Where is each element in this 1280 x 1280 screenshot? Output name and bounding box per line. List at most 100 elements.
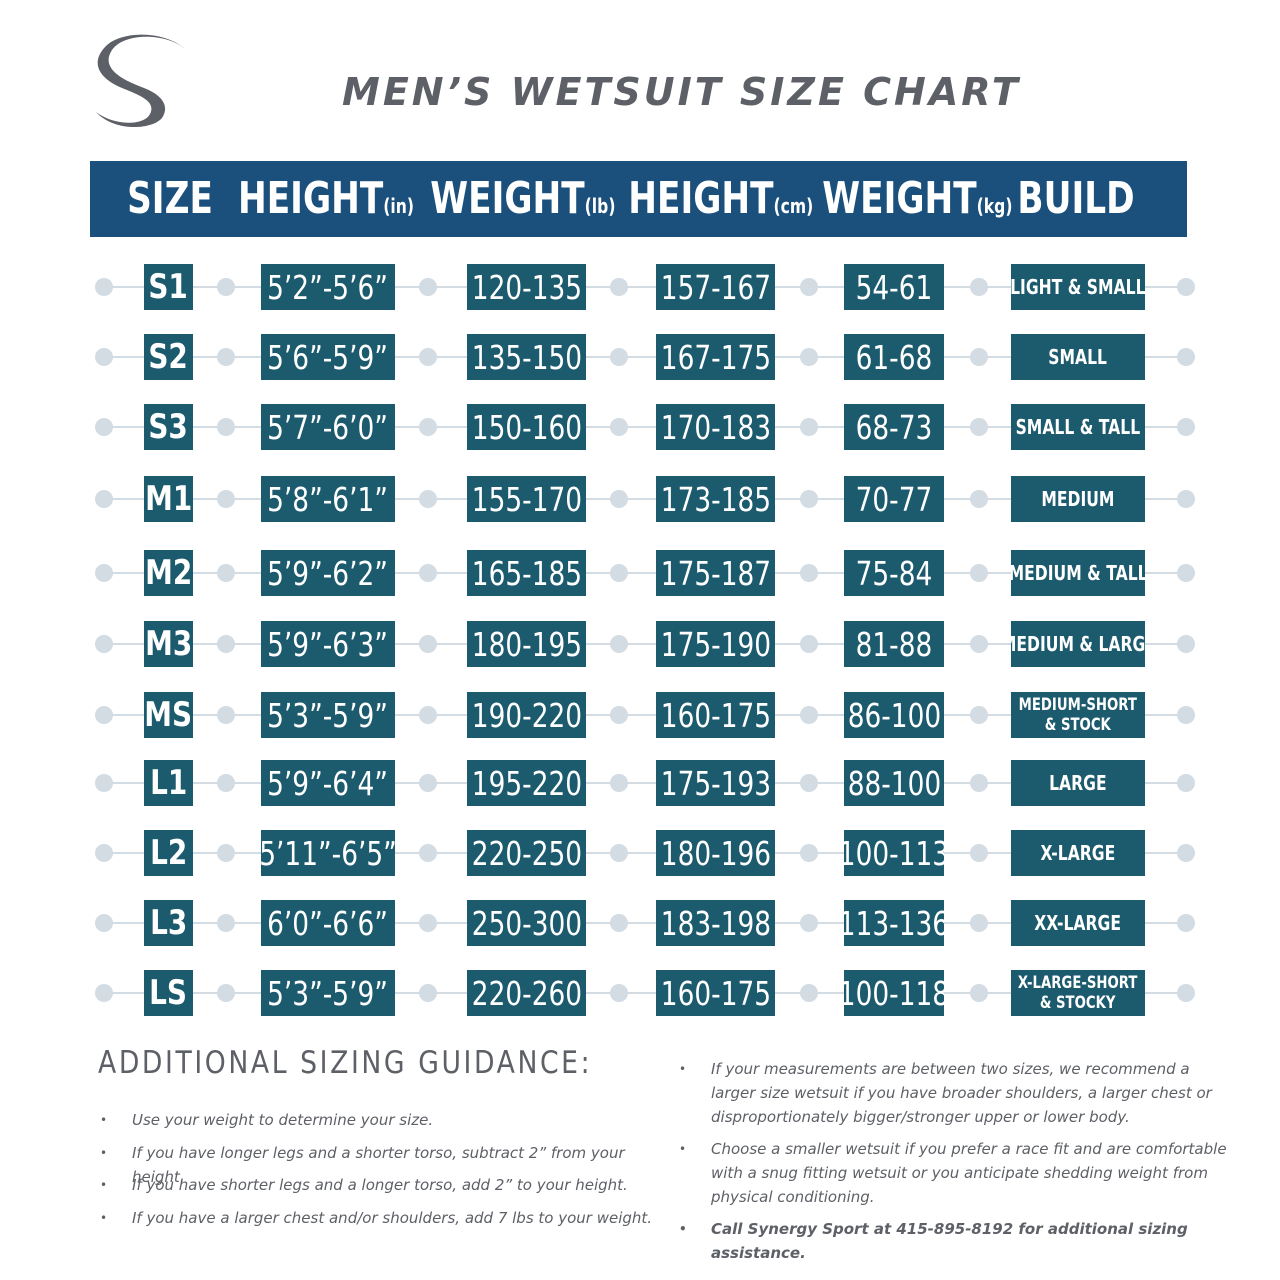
connector-dot xyxy=(800,774,818,792)
cell-text: 5’11”-6’5” xyxy=(261,833,395,873)
cell-text: MS xyxy=(144,695,193,735)
connector-dot xyxy=(800,844,818,862)
connector-dot xyxy=(800,418,818,436)
guidance-text: If you have shorter legs and a longer to… xyxy=(132,1176,628,1194)
cell-text: 190-220 xyxy=(471,695,582,735)
build-line: & STOCK xyxy=(1044,715,1112,735)
connector-dot xyxy=(419,984,437,1002)
cell-text: S2 xyxy=(148,337,189,377)
column-header-label: WEIGHT xyxy=(822,173,977,224)
guidance-text: Use your weight to determine your size. xyxy=(132,1111,434,1129)
cell-text: 113-136 xyxy=(844,903,944,943)
cell-build: SMALL & TALL xyxy=(1011,404,1145,450)
guidance-text: If you have longer legs and a shorter to… xyxy=(132,1144,625,1186)
connector-dot xyxy=(419,418,437,436)
guidance-item: • Use your weight to determine your size. xyxy=(100,1108,672,1132)
connector-dot xyxy=(800,278,818,296)
cell-text: 173-185 xyxy=(660,479,771,519)
connector-dot xyxy=(95,278,113,296)
cell-text: M3 xyxy=(144,624,193,664)
cell-text: 70-77 xyxy=(855,479,933,519)
guidance-item: • If you have longer legs and a shorter t… xyxy=(100,1141,672,1189)
connector-dot xyxy=(217,635,235,653)
connector-dot xyxy=(95,914,113,932)
cell-text: 100-118 xyxy=(844,973,944,1013)
cell-size: M1 xyxy=(144,476,193,522)
cell-build: LIGHT & SMALL xyxy=(1011,264,1145,310)
cell-build: MEDIUM-SHORT & STOCK xyxy=(1011,692,1145,738)
connector-dot xyxy=(800,914,818,932)
table-row: S1 5’2”-5’6” 120-135 157-167 54-61 LIGHT & SM… xyxy=(0,264,1280,310)
cell-text: 150-160 xyxy=(471,407,582,447)
connector-dot xyxy=(970,278,988,296)
connector-dot xyxy=(419,348,437,366)
build-line: LARGE xyxy=(1049,771,1107,795)
cell-text: 75-84 xyxy=(855,553,933,593)
connector-dot xyxy=(970,706,988,724)
connector-dot xyxy=(217,348,235,366)
cell-build: X-LARGE xyxy=(1011,830,1145,876)
cell-text: 175-190 xyxy=(660,624,771,664)
bullet-icon: • xyxy=(679,1142,687,1156)
cell-weight-kg: 86-100 xyxy=(844,692,944,738)
row-connector-line xyxy=(104,426,1187,428)
cell-text: 180-196 xyxy=(660,833,771,873)
guidance-item: • If you have shorter legs and a longer t… xyxy=(100,1173,672,1197)
table-row: MS 5’3”-5’9” 190-220 160-175 86-100 MEDIUM-SH… xyxy=(0,692,1280,738)
cell-weight-kg: 68-73 xyxy=(844,404,944,450)
connector-dot xyxy=(217,914,235,932)
cell-size: L1 xyxy=(144,760,193,806)
cell-height-cm: 160-175 xyxy=(656,970,775,1016)
cell-size: L3 xyxy=(144,900,193,946)
cell-build: SMALL xyxy=(1011,334,1145,380)
connector-dot xyxy=(800,348,818,366)
row-connector-line xyxy=(104,498,1187,500)
cell-text: 6’0”-6’6” xyxy=(267,903,389,943)
cell-height-in: 5’11”-6’5” xyxy=(261,830,395,876)
column-header-5: WEIGHT(kg) xyxy=(822,161,1012,237)
cell-text: X-LARGE-SHORT & STOCKY xyxy=(1018,973,1138,1013)
build-line: X-LARGE-SHORT xyxy=(1018,973,1138,993)
cell-weight-lb: 150-160 xyxy=(467,404,586,450)
cell-text: LARGE xyxy=(1049,773,1106,793)
cell-text: 68-73 xyxy=(855,407,933,447)
row-connector-line xyxy=(104,714,1187,716)
connector-dot xyxy=(95,984,113,1002)
cell-text: 165-185 xyxy=(471,553,582,593)
cell-text: 5’6”-5’9” xyxy=(267,337,389,377)
cell-text: 167-175 xyxy=(660,337,771,377)
cell-weight-kg: 61-68 xyxy=(844,334,944,380)
connector-dot xyxy=(95,564,113,582)
cell-height-in: 5’9”-6’4” xyxy=(261,760,395,806)
cell-weight-lb: 180-195 xyxy=(467,621,586,667)
cell-height-in: 6’0”-6’6” xyxy=(261,900,395,946)
connector-dot xyxy=(1177,844,1195,862)
connector-dot xyxy=(419,635,437,653)
cell-weight-lb: 190-220 xyxy=(467,692,586,738)
cell-height-cm: 157-167 xyxy=(656,264,775,310)
guidance-text: Call Synergy Sport at 415-895-8192 for a… xyxy=(711,1220,1188,1262)
cell-text: LIGHT & SMALL xyxy=(1011,277,1145,297)
connector-dot xyxy=(1177,490,1195,508)
cell-text: 195-220 xyxy=(471,763,582,803)
connector-dot xyxy=(610,278,628,296)
connector-dot xyxy=(970,984,988,1002)
cell-height-in: 5’9”-6’2” xyxy=(261,550,395,596)
cell-build: MEDIUM & TALL xyxy=(1011,550,1145,596)
cell-text: 61-68 xyxy=(855,337,933,377)
connector-dot xyxy=(970,635,988,653)
table-row: LS 5’3”-5’9” 220-260 160-175 100-118 X-LARGE-… xyxy=(0,970,1280,1016)
connector-dot xyxy=(1177,984,1195,1002)
cell-weight-lb: 135-150 xyxy=(467,334,586,380)
table-row: M2 5’9”-6’2” 165-185 175-187 75-84 MEDIUM & T… xyxy=(0,550,1280,596)
build-line: X-LARGE xyxy=(1040,841,1116,865)
cell-text: 5’3”-5’9” xyxy=(267,973,389,1013)
cell-weight-lb: 220-250 xyxy=(467,830,586,876)
connector-dot xyxy=(610,635,628,653)
row-connector-line xyxy=(104,286,1187,288)
connector-dot xyxy=(419,844,437,862)
cell-weight-lb: 250-300 xyxy=(467,900,586,946)
cell-text: 220-250 xyxy=(471,833,582,873)
table-row: M1 5’8”-6’1” 155-170 173-185 70-77 MEDIUM xyxy=(0,476,1280,522)
table-row: L1 5’9”-6’4” 195-220 175-193 88-100 LARGE xyxy=(0,760,1280,806)
